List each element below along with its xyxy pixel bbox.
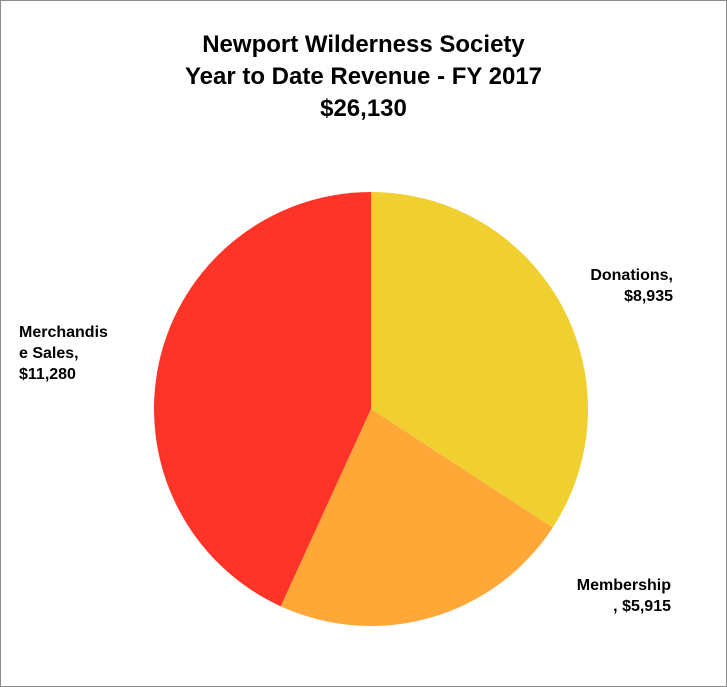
pie-slice-membership: [280, 409, 553, 627]
chart-title-line-1: Newport Wilderness Society: [202, 31, 525, 58]
data-label-membership-line-1: Membership: [576, 577, 671, 594]
data-label-membership: Membership , $5,915: [531, 575, 671, 617]
pie-slice-merchandise-sales: [153, 192, 371, 607]
chart-title: Newport Wilderness Society Year to Date …: [1, 29, 726, 125]
data-label-membership-line-2: , $5,915: [613, 598, 671, 615]
chart-title-line-3: $26,130: [320, 95, 407, 122]
data-label-donations-line-2: $8,935: [624, 288, 673, 305]
data-label-donations: Donations, $8,935: [561, 265, 673, 307]
pie-slice-donations: [371, 192, 589, 528]
data-label-donations-line-1: Donations,: [590, 267, 673, 284]
data-label-merchandise-sales-line-1: Merchandis: [19, 324, 108, 341]
data-label-merchandise-sales-line-3: $11,280: [19, 366, 76, 383]
data-label-merchandise-sales: Merchandis e Sales, $11,280: [19, 322, 135, 385]
data-label-merchandise-sales-line-2: e Sales,: [19, 345, 79, 362]
chart-title-line-2: Year to Date Revenue - FY 2017: [184, 63, 543, 90]
